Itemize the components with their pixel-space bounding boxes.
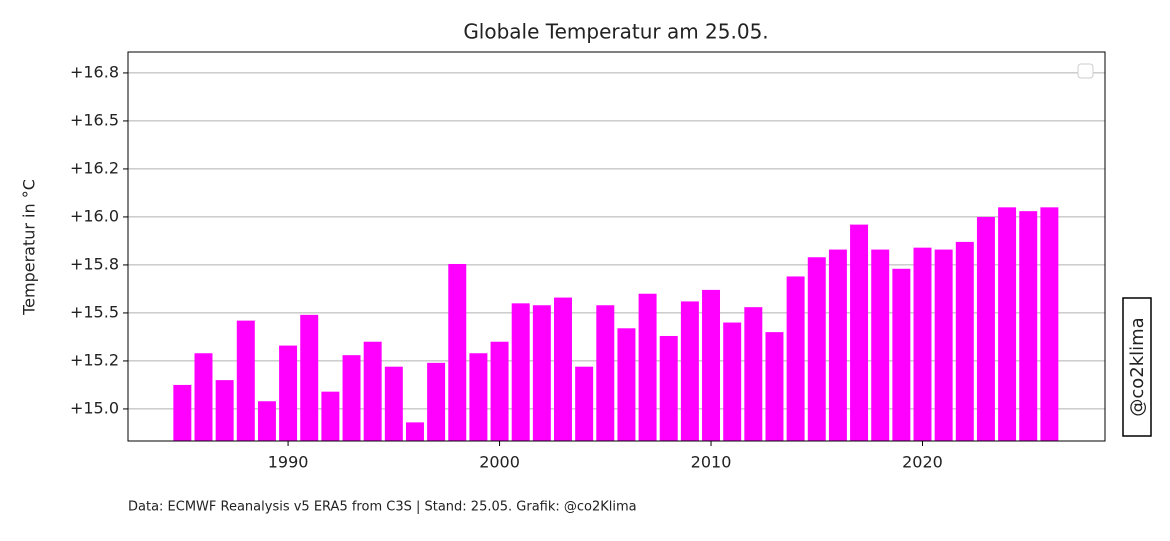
source-note: Data: ECMWF Reanalysis v5 ERA5 from C3S … [128,500,637,515]
bar [871,249,890,441]
y-tick-label: +15.5 [70,302,119,321]
bar [807,257,826,441]
x-tick-label: 2010 [691,453,732,472]
bar [680,301,699,441]
bar [1040,207,1059,441]
plot-frame [127,51,1106,442]
y-axis-label: Temperatur in °C [20,179,39,316]
bar [279,345,298,441]
bar [363,341,382,441]
x-tick-label: 2000 [479,453,520,472]
x-tick-label: 1990 [268,453,309,472]
bar [321,391,340,441]
bar [702,289,721,441]
y-tick-label: +15.0 [70,398,119,417]
legend-box [1077,63,1094,79]
y-tick-label: +16.8 [70,62,119,81]
bar [828,249,847,441]
side-label: @co2klima [1127,317,1148,416]
bar [596,305,615,441]
x-tick-label: 2020 [902,453,943,472]
bar [575,366,594,441]
bar [300,314,319,441]
bar [723,322,742,441]
bar [511,303,530,441]
bar [257,401,276,441]
bar [194,353,213,441]
bar [342,355,361,441]
bar [659,335,678,441]
bar [532,305,551,441]
bar [427,362,446,441]
bar [638,293,657,441]
bar [955,241,974,441]
bar [744,307,763,441]
bar [405,422,424,441]
bar [765,332,784,441]
y-tick-label: +15.2 [70,350,119,369]
bar [384,366,403,441]
bar [998,207,1017,441]
side-label-box [1122,297,1152,437]
chart-title: Globale Temperatur am 25.05. [463,20,768,44]
y-tick-label: +15.8 [70,254,119,273]
y-tick-label: +16.2 [70,158,119,177]
bar [913,247,932,441]
y-tick-label: +16.0 [70,206,119,225]
bar [1019,211,1038,441]
bar [892,268,911,441]
bar [850,224,869,441]
bar [976,216,995,441]
bar [617,328,636,441]
bar [215,380,234,441]
bar [173,384,192,441]
bar [490,341,509,441]
y-tick-label: +16.5 [70,110,119,129]
bar [934,249,953,441]
bar [554,297,572,441]
bar [786,276,805,441]
bar [469,353,488,441]
bar [236,320,255,441]
bar [448,263,467,441]
